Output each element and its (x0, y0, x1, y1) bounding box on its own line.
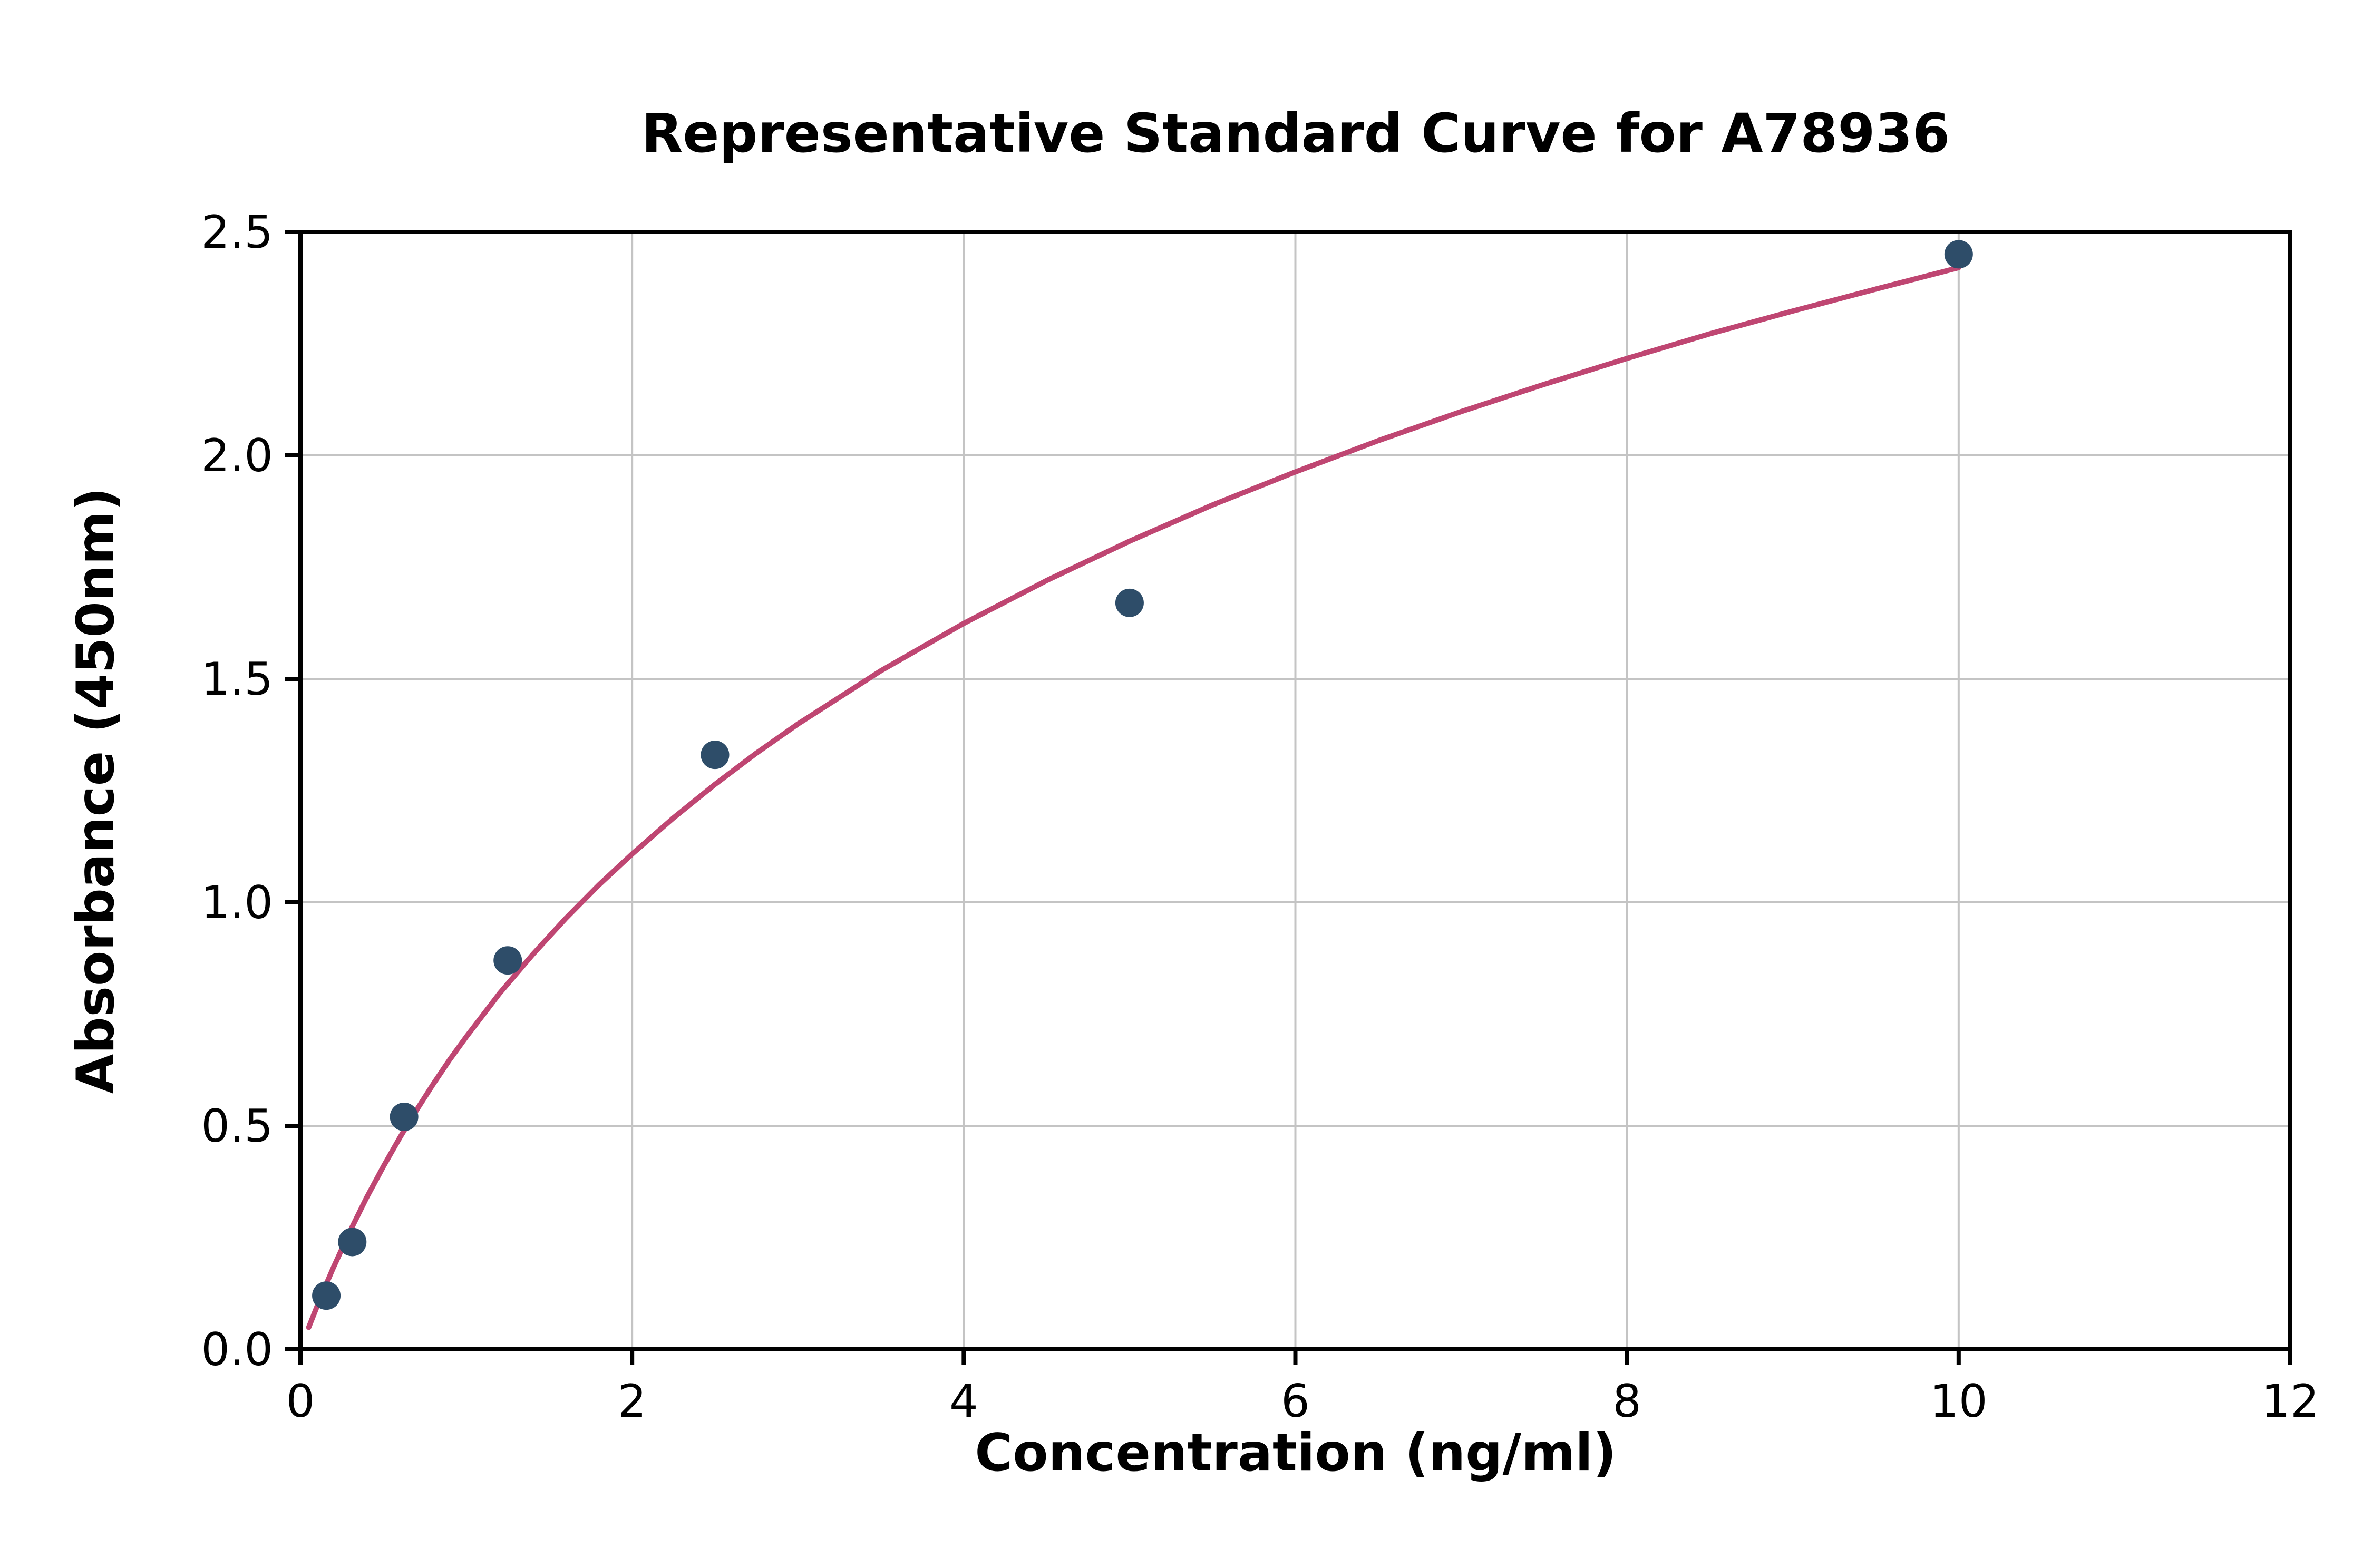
y-tick-label: 0.0 (201, 1323, 273, 1376)
axis-ticks (285, 230, 2292, 1365)
x-tick-label: 0 (286, 1375, 315, 1428)
plot-border (298, 230, 2292, 1351)
data-point (1115, 588, 1144, 617)
data-point (312, 1281, 341, 1310)
data-point (390, 1103, 419, 1132)
x-tick-label: 12 (2261, 1375, 2319, 1428)
x-tick-label: 8 (1612, 1375, 1641, 1428)
y-tick-label: 2.0 (201, 430, 273, 482)
x-tick-label: 4 (949, 1375, 978, 1428)
grid-lines (299, 231, 2291, 1350)
x-axis-label: Concentration (ng/ml) (975, 1423, 1616, 1483)
x-tick-label: 2 (618, 1375, 647, 1428)
fit-curve-line (306, 265, 1961, 1330)
data-point (493, 946, 522, 975)
x-tick-labels: 0 2 4 6 8 10 12 (286, 1375, 2319, 1428)
y-tick-label: 0.5 (201, 1100, 273, 1153)
y-tick-label: 2.5 (201, 206, 273, 259)
chart-title: Representative Standard Curve for A78936 (641, 102, 1950, 165)
y-tick-label: 1.0 (201, 876, 273, 929)
y-tick-label: 1.5 (201, 653, 273, 706)
x-tick-label: 10 (1930, 1375, 1987, 1428)
y-tick-labels: 0.0 0.5 1.0 1.5 2.0 2.5 (201, 206, 273, 1376)
x-tick-label: 6 (1281, 1375, 1310, 1428)
data-point (701, 741, 730, 770)
data-point (1944, 240, 1973, 269)
data-points (312, 240, 1973, 1310)
y-axis-label: Absorbance (450nm) (66, 488, 126, 1094)
data-point (338, 1228, 367, 1257)
